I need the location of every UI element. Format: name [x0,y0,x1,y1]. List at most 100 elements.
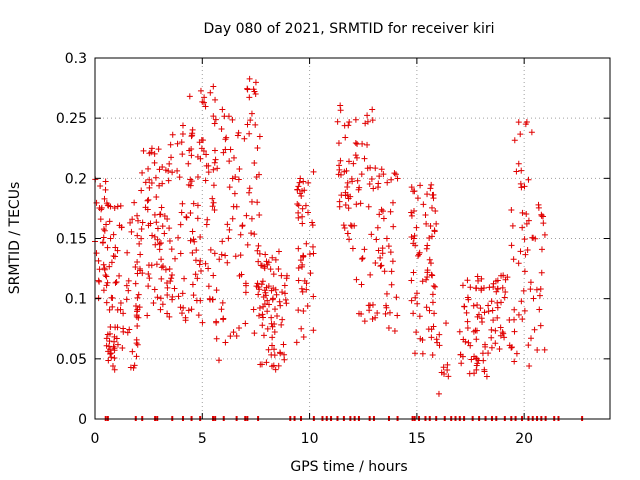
data-point [408,209,415,216]
data-point [132,302,139,309]
data-point [168,246,175,253]
data-point [96,278,103,285]
data-point [304,302,311,309]
data-point [182,317,189,324]
data-point [309,222,316,229]
data-point [156,240,163,247]
data-point [151,211,158,218]
data-point [481,309,488,316]
data-point [236,325,243,332]
data-point [101,265,108,272]
data-point [519,224,526,231]
data-point [387,249,394,256]
data-point [344,230,351,237]
data-point [299,220,306,227]
data-point [342,201,349,208]
data-point [423,220,430,227]
data-point [174,140,181,147]
data-point [252,121,259,128]
data-point [433,220,440,227]
data-point [157,239,164,246]
data-point [213,287,220,294]
data-point [262,289,269,296]
data-point [295,307,302,314]
data-point [310,250,317,257]
data-point [513,350,520,357]
data-point [496,345,503,352]
data-point [93,199,100,206]
data-point [209,195,216,202]
data-point [384,179,391,186]
data-point [151,233,158,240]
data-point [361,318,368,325]
data-point [116,272,123,279]
data-point [169,131,176,138]
data-point [385,325,392,332]
data-point [134,232,141,239]
data-point [117,299,124,306]
data-point [219,299,226,306]
data-point [490,317,497,324]
data-point [428,271,435,278]
data-point [113,279,120,286]
data-point [150,299,157,306]
data-point [274,312,281,319]
data-point [239,223,246,230]
data-point [413,224,420,231]
data-point [136,240,143,247]
data-point [222,146,229,153]
data-point [112,279,119,286]
data-point [134,259,141,266]
data-point [123,296,130,303]
data-point [186,93,193,100]
data-point [479,319,486,326]
data-point [138,226,145,233]
data-point [431,310,438,317]
data-point [255,242,262,249]
data-point [197,87,204,94]
data-point [374,224,381,231]
data-point [518,184,525,191]
data-point [192,257,199,264]
data-point [258,281,265,288]
data-point [95,257,102,264]
data-point [297,175,304,182]
data-point [269,334,276,341]
data-point [207,246,214,253]
data-point [271,329,278,336]
data-point [227,146,234,153]
data-point [458,360,465,367]
data-point [154,236,161,243]
data-point [251,330,258,337]
data-point [485,302,492,309]
data-point [210,113,217,120]
data-point [156,182,163,189]
data-point [149,232,156,239]
data-point [129,348,136,355]
data-point [383,290,390,297]
data-point [213,319,220,326]
data-point [163,279,170,286]
data-point [256,133,263,140]
data-point [161,212,168,219]
data-point [188,152,195,159]
data-point [522,121,529,128]
data-point [230,154,237,161]
data-point [432,283,439,290]
data-point [517,131,524,138]
data-point [181,275,188,282]
data-point [393,294,400,301]
data-point [364,141,371,148]
data-point [123,282,130,289]
data-point [256,304,263,311]
data-point [523,220,530,227]
data-point [189,249,196,256]
data-point [305,209,312,216]
data-point [114,203,121,210]
data-point [299,263,306,270]
data-point [279,316,286,323]
data-point [511,358,518,365]
data-point [185,307,192,314]
data-point [226,226,233,233]
data-point [531,326,538,333]
